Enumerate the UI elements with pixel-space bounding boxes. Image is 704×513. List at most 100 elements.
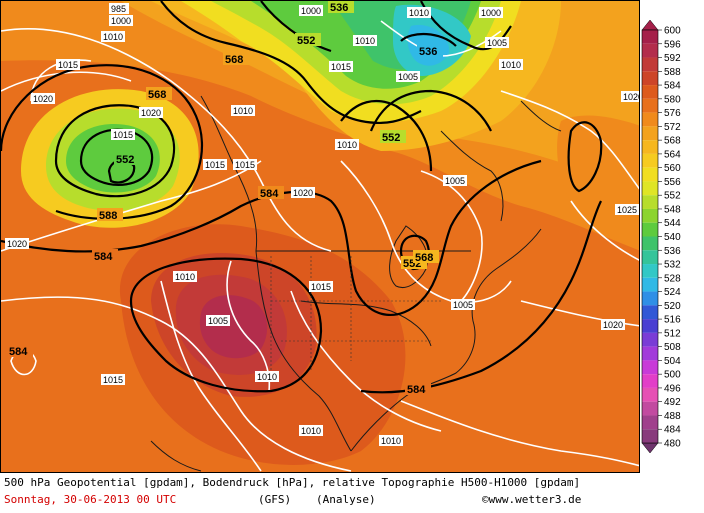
svg-text:1010: 1010: [501, 60, 521, 70]
geopotential-label: 584: [7, 344, 33, 358]
svg-text:1010: 1010: [175, 272, 195, 282]
model-name: (GFS): [258, 493, 292, 506]
weather-map: 1020 1015 1020 1015 1015 1015 1010 1010 …: [0, 0, 640, 473]
pressure-label: 1020: [31, 93, 55, 104]
svg-text:1005: 1005: [208, 316, 228, 326]
svg-text:1020: 1020: [603, 320, 623, 330]
svg-text:1015: 1015: [205, 160, 225, 170]
pressure-label: 1015: [329, 61, 353, 72]
geopotential-label: 568: [413, 250, 439, 264]
scale-label: 504: [664, 356, 681, 367]
geopotential-label: 552: [380, 130, 406, 144]
pressure-label: 1015: [111, 129, 135, 140]
svg-text:1005: 1005: [445, 176, 465, 186]
scale-label: 524: [664, 287, 681, 298]
pressure-label: 1015: [203, 159, 227, 170]
svg-text:1010: 1010: [301, 426, 321, 436]
svg-text:1010: 1010: [233, 106, 253, 116]
scale-swatch: [642, 195, 658, 209]
geopotential-label: 584: [92, 249, 118, 263]
svg-text:584: 584: [9, 346, 28, 358]
scale-swatch: [642, 126, 658, 141]
pressure-label: 1005: [206, 315, 230, 326]
svg-text:584: 584: [407, 384, 426, 396]
field-596: [199, 295, 268, 359]
scale-label: 592: [664, 53, 681, 64]
geopotential-label: 584: [258, 186, 284, 200]
scale-label: 572: [664, 122, 681, 133]
scale-swatch: [642, 140, 658, 154]
scale-swatch: [642, 112, 658, 127]
scale-swatch: [642, 30, 658, 44]
geopotential-label: 552: [114, 152, 140, 166]
svg-text:584: 584: [260, 188, 279, 200]
scale-swatch: [642, 250, 658, 265]
valid-date: Sonntag, 30-06-2013 00 UTC: [4, 493, 177, 506]
scale-label: 480: [664, 439, 681, 450]
scale-label: 488: [664, 411, 681, 422]
map-footer: 500 hPa Geopotential [gpdam], Bodendruck…: [0, 473, 704, 513]
pressure-label: 1015: [309, 281, 333, 292]
scale-label: 560: [664, 163, 681, 174]
svg-text:1015: 1015: [235, 160, 255, 170]
pressure-label: 1025: [615, 204, 639, 215]
atlantic-field-576: [557, 115, 639, 250]
geopotential-label: 584: [405, 382, 431, 396]
svg-text:588: 588: [99, 210, 117, 222]
scale-label: 516: [664, 315, 681, 326]
scale-swatch: [642, 181, 658, 196]
scale-bottom-arrow: [641, 442, 659, 454]
scale-swatch: [642, 319, 658, 333]
scale-swatch: [642, 360, 658, 375]
svg-text:1010: 1010: [409, 8, 429, 18]
svg-text:1010: 1010: [103, 32, 123, 42]
scale-swatch: [642, 332, 658, 347]
scale-swatch: [642, 43, 658, 58]
svg-text:1000: 1000: [111, 16, 131, 26]
scale-swatch: [642, 71, 658, 86]
pressure-label: 1005: [485, 37, 509, 48]
pressure-label: 1010: [353, 35, 377, 46]
pressure-label: 1000: [109, 15, 133, 26]
pressure-label: 1020: [601, 319, 625, 330]
scale-label: 528: [664, 273, 681, 284]
scale-swatch: [642, 277, 658, 292]
svg-text:568: 568: [415, 252, 433, 264]
svg-text:1020: 1020: [141, 108, 161, 118]
scale-label: 536: [664, 246, 681, 257]
scale-swatch: [642, 346, 658, 361]
pressure-label: 1005: [451, 299, 475, 310]
scale-label: 508: [664, 342, 681, 353]
pressure-label: 1010: [255, 371, 279, 382]
pressure-labels: 1020 1015 1020 1015 1015 1015 1010 1010 …: [5, 3, 639, 446]
scale-label: 596: [664, 39, 681, 50]
copyright-link[interactable]: ©www.wetter3.de: [482, 493, 582, 506]
svg-text:1020: 1020: [293, 188, 313, 198]
pressure-label: 1010: [101, 31, 125, 42]
svg-text:1000: 1000: [301, 6, 321, 16]
scale-label: 492: [664, 397, 681, 408]
scale-label: 532: [664, 260, 681, 271]
scale-swatch: [642, 291, 658, 306]
scale-label: 512: [664, 328, 681, 339]
scale-label: 484: [664, 425, 681, 436]
scale-label: 520: [664, 301, 681, 312]
scale-label: 540: [664, 232, 681, 243]
svg-text:536: 536: [330, 2, 348, 14]
pressure-label: 1010: [499, 59, 523, 70]
pressure-label: 1010: [299, 425, 323, 436]
svg-text:1025: 1025: [617, 205, 637, 215]
pressure-label: 1020: [621, 91, 639, 102]
pressure-label: 1020: [5, 238, 29, 249]
geopotential-label: 588: [97, 208, 123, 222]
scale-swatch: [642, 98, 658, 113]
color-scale-legend: 600 596 592 588 584 580 576 572 568 564 560 556 552 5…: [640, 0, 704, 473]
pressure-label: 1010: [231, 105, 255, 116]
svg-text:1000: 1000: [481, 8, 501, 18]
scale-frame: [641, 29, 659, 444]
svg-text:552: 552: [382, 132, 400, 144]
geopotential-label: 568: [223, 52, 249, 66]
scale-label: 600: [664, 26, 681, 37]
pressure-label: 1010: [173, 271, 197, 282]
geopotential-labels: 536 552 552 568 568 552 588 584 584 536 …: [7, 1, 443, 396]
